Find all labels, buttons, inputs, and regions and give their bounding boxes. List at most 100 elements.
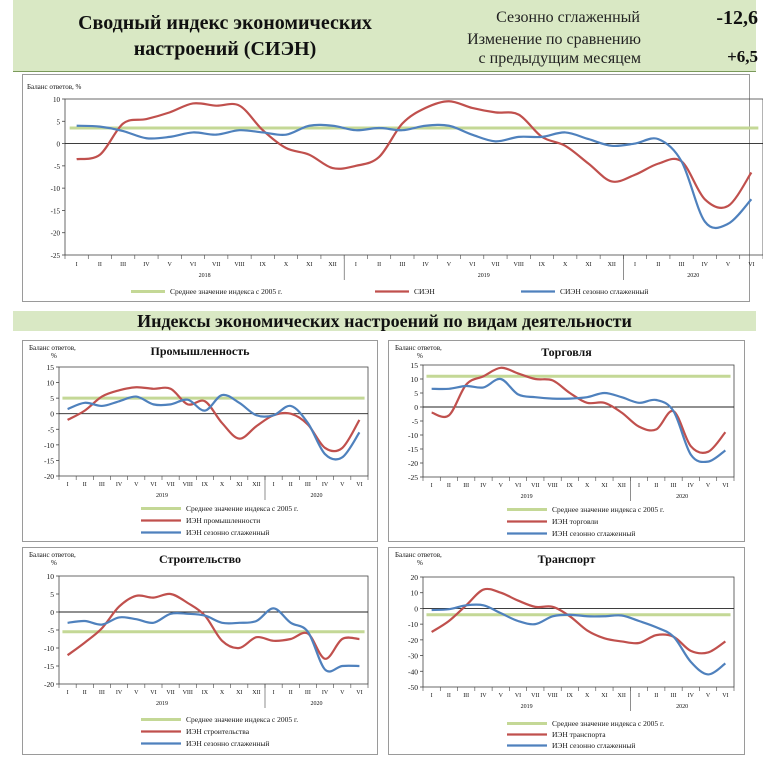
chart-title: Транспорт xyxy=(538,552,596,566)
x-tick-label: IV xyxy=(116,690,123,696)
transport-chart: Транспорт Баланс ответов,% -50 -40 -30 -20 -10… xyxy=(395,551,735,750)
y-tick-label: -5 xyxy=(48,425,54,434)
x-tick-label: II xyxy=(98,262,102,268)
x-tick-label: I xyxy=(638,483,640,489)
x-tick-label: II xyxy=(377,262,381,268)
x-tick-label: VIII xyxy=(547,693,557,699)
x-tick-label: I xyxy=(431,693,433,699)
y-tick-label: -15 xyxy=(44,456,54,465)
x-tick-label: III xyxy=(120,262,126,268)
y-tick-label: -15 xyxy=(51,207,61,215)
legend-label: Среднее значение индекса с 2005 г. xyxy=(170,287,282,296)
x-tick-label: VIII xyxy=(183,482,193,488)
legend-label: ИЭН строительства xyxy=(186,727,250,736)
x-tick-label: VII xyxy=(212,262,220,268)
x-tick-label: I xyxy=(273,690,275,696)
x-tick-label: VI xyxy=(515,483,521,489)
y-tick-label: -25 xyxy=(51,252,61,260)
x-tick-label: II xyxy=(289,690,293,696)
x-tick-label: V xyxy=(499,693,504,699)
x-tick-label: III xyxy=(671,483,677,489)
x-tick-label: XI xyxy=(236,690,242,696)
x-tick-label: XII xyxy=(618,693,626,699)
y-axis-label-unit: % xyxy=(417,559,423,567)
year-label: 2019 xyxy=(156,701,168,707)
x-tick-label: VI xyxy=(150,482,156,488)
x-tick-label: VII xyxy=(531,693,539,699)
x-tick-label: VIII xyxy=(234,262,244,268)
x-tick-label: III xyxy=(463,693,469,699)
construction-chart-panel: Строительство Баланс ответов,% -20 -15 -10 -5… xyxy=(22,547,378,755)
legend-label: СИЭН xyxy=(414,287,435,296)
x-tick-label: III xyxy=(99,482,105,488)
series-line-index xyxy=(431,587,726,655)
x-tick-label: IV xyxy=(322,690,329,696)
y-tick-label: -10 xyxy=(408,431,418,440)
x-tick-label: II xyxy=(83,482,87,488)
x-tick-label: I xyxy=(67,482,69,488)
x-tick-label: IX xyxy=(202,690,209,696)
x-tick-label: VIII xyxy=(514,262,524,268)
x-tick-label: XI xyxy=(601,483,607,489)
x-tick-label: VI xyxy=(722,693,728,699)
x-tick-label: I xyxy=(76,262,78,268)
x-tick-label: V xyxy=(340,482,345,488)
change-label-1: Изменение по сравнению xyxy=(467,31,641,48)
y-tick-label: -50 xyxy=(408,683,418,692)
x-tick-label: VI xyxy=(515,693,521,699)
x-tick-label: III xyxy=(679,262,685,268)
x-tick-label: IX xyxy=(202,482,209,488)
y-tick-label: -10 xyxy=(408,620,418,629)
year-label: 2018 xyxy=(199,273,211,279)
x-tick-label: IV xyxy=(143,262,150,268)
legend-label: ИЭН промышленности xyxy=(186,516,260,525)
x-tick-label: V xyxy=(168,262,173,268)
y-tick-label: -20 xyxy=(408,459,418,468)
x-tick-label: VII xyxy=(166,690,174,696)
series-line-index xyxy=(76,100,753,209)
summary-header: Сводный индекс экономических настроений … xyxy=(13,0,758,72)
plot-area xyxy=(422,576,735,688)
y-tick-label: 5 xyxy=(414,389,418,398)
x-tick-label: VI xyxy=(722,483,728,489)
x-tick-label: XII xyxy=(608,262,616,268)
y-axis-label: Баланс ответов, xyxy=(395,551,442,559)
x-tick-label: IX xyxy=(260,262,267,268)
y-axis-label: Баланс ответов, % xyxy=(27,83,82,91)
x-tick-label: X xyxy=(220,482,225,488)
legend-label: ИЭН сезонно сглаженный xyxy=(552,529,635,538)
series-line-seasonal xyxy=(431,603,727,676)
legend-label: ИЭН транспорта xyxy=(552,730,606,739)
series-line-index xyxy=(431,366,727,454)
x-tick-label: XI xyxy=(306,262,312,268)
y-tick-label: -25 xyxy=(408,473,418,482)
y-tick-label: -20 xyxy=(44,472,54,481)
x-tick-label: IV xyxy=(688,483,695,489)
x-tick-label: XI xyxy=(585,262,591,268)
year-label: 2019 xyxy=(521,494,533,500)
y-axis-label-unit: % xyxy=(51,352,57,360)
x-tick-label: I xyxy=(355,262,357,268)
x-tick-label: III xyxy=(399,262,405,268)
x-tick-label: IX xyxy=(539,262,546,268)
seasonal-label: Сезонно сглаженный xyxy=(496,9,640,26)
x-tick-label: II xyxy=(447,483,451,489)
x-tick-label: I xyxy=(67,690,69,696)
year-label: 2020 xyxy=(676,494,688,500)
x-tick-label: VII xyxy=(491,262,499,268)
trade-chart-panel: Торговля Баланс ответов,% -25 -20 -15 -10 -5 0 5… xyxy=(388,340,745,542)
y-tick-label: -30 xyxy=(408,652,418,661)
legend-label: Среднее значение индекса с 2005 г. xyxy=(552,719,664,728)
x-tick-label: XI xyxy=(601,693,607,699)
legend-label: ИЭН сезонно сглаженный xyxy=(186,739,269,748)
y-axis-label: Баланс ответов, xyxy=(395,344,442,352)
y-tick-label: -5 xyxy=(412,417,418,426)
y-tick-label: -20 xyxy=(44,680,54,689)
x-tick-label: VI xyxy=(150,690,156,696)
y-tick-label: 0 xyxy=(50,410,54,419)
x-tick-label: II xyxy=(656,262,660,268)
x-tick-label: III xyxy=(671,693,677,699)
year-label: 2020 xyxy=(676,704,688,710)
x-tick-label: X xyxy=(585,483,590,489)
